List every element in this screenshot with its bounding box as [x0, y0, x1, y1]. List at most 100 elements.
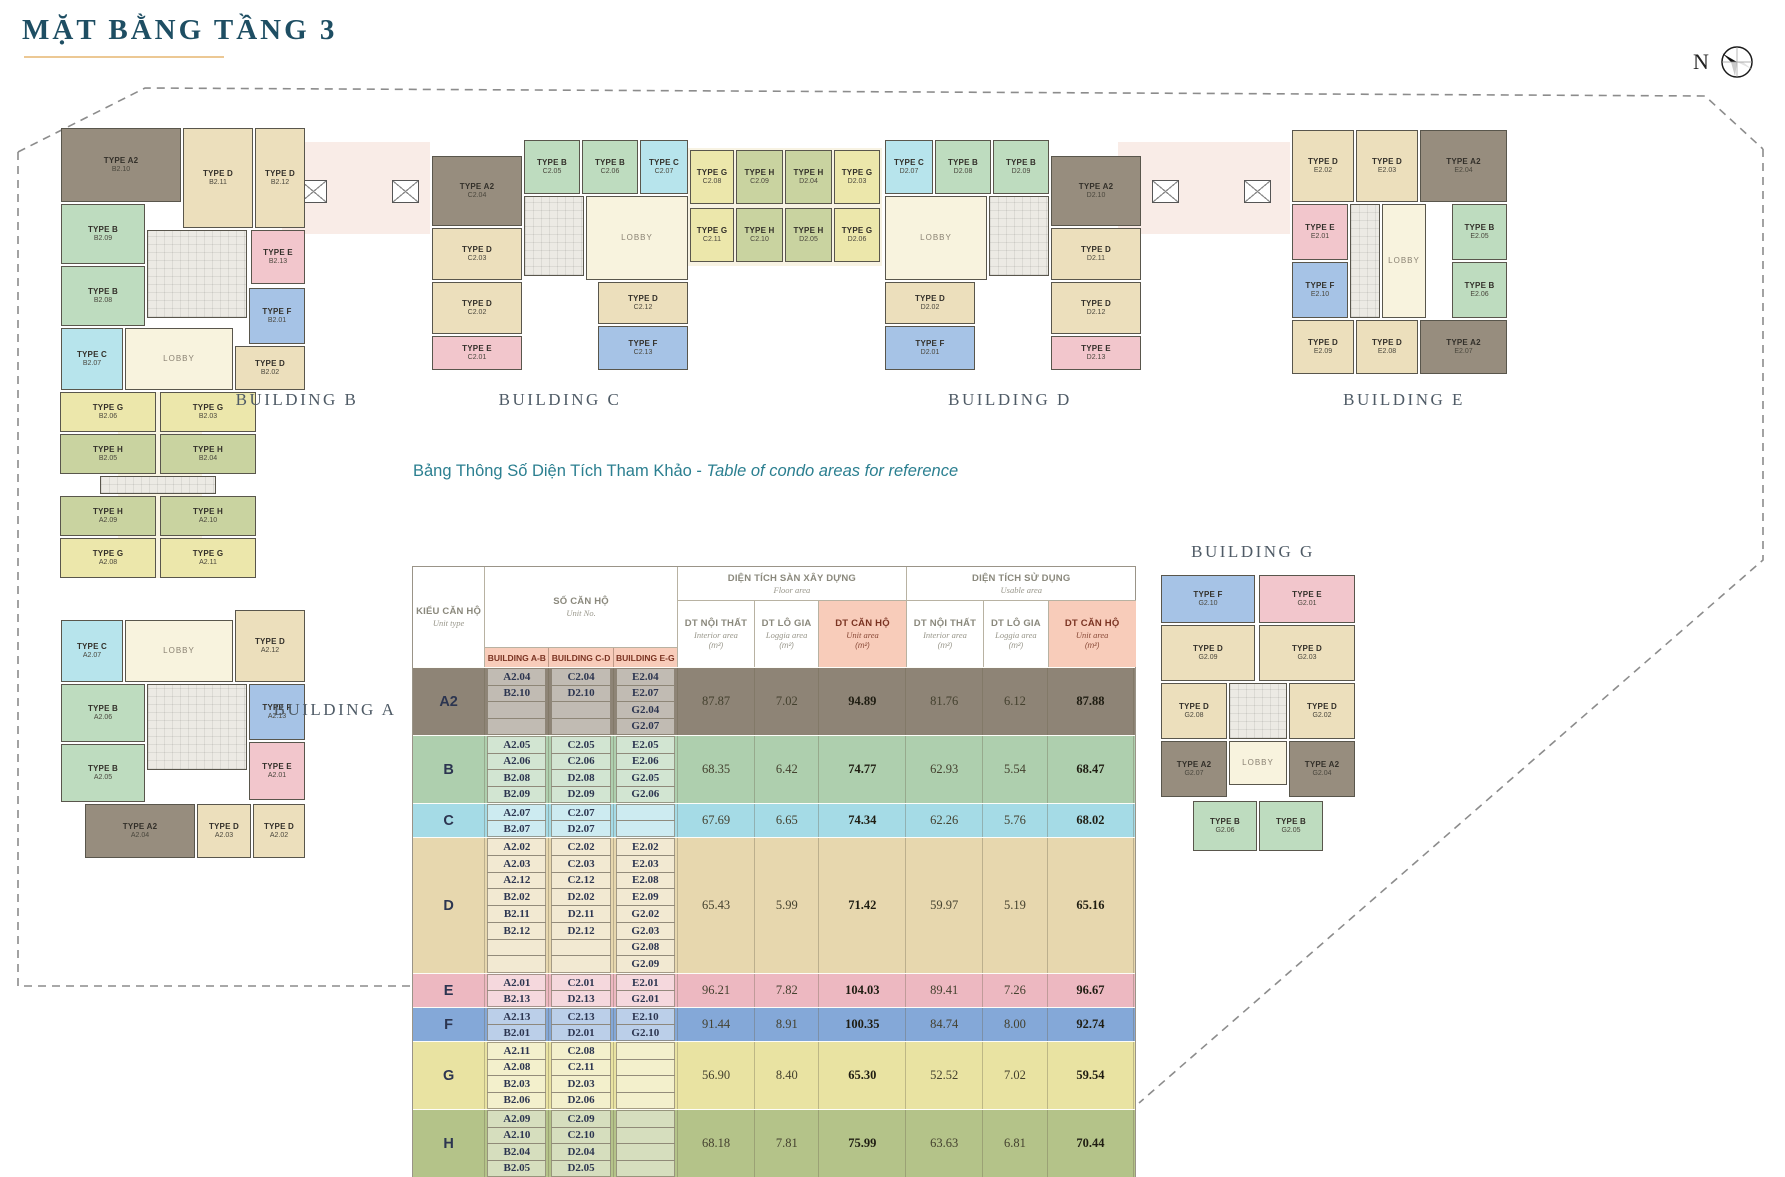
unit-cell: TYPE F G2.10	[1161, 575, 1255, 623]
unit-cell: TYPE H D2.05	[785, 208, 832, 262]
header-usable-vi: DIỆN TÍCH SỬ DỤNG	[972, 572, 1071, 584]
unit-number-label: D2.12	[1086, 308, 1106, 316]
unit-number-label: B2.09	[93, 234, 113, 242]
unit-number-label: E2.04	[1454, 166, 1473, 174]
unit-number-label: B2.10	[111, 165, 131, 173]
compass-north-label: N	[1693, 49, 1709, 74]
unit-number: E2.09	[615, 888, 675, 906]
unit-cell: TYPE E A2.01	[249, 742, 305, 800]
title-underline	[24, 56, 224, 58]
unit-number-label: E2.09	[1313, 347, 1333, 355]
unit-cell: TYPE F B2.01	[249, 288, 305, 344]
unit-type-label: TYPE D	[1307, 157, 1339, 167]
unit-number: E2.07	[615, 684, 675, 702]
unit-number-empty	[487, 701, 547, 719]
unit-number: C2.10	[551, 1126, 611, 1144]
unit-type-label: TYPE D	[1307, 338, 1339, 348]
table-row: D A2.02 A2.03 A2.12 B2.02 B2.11 B2.12 C2.02 C2.0…	[413, 837, 1135, 973]
unit-number: E2.02	[615, 838, 675, 856]
unit-number: C2.08	[551, 1042, 611, 1060]
unit-number-empty	[615, 1126, 675, 1144]
unit-number: D2.09	[551, 785, 611, 803]
unit-cell: TYPE B E2.06	[1452, 262, 1507, 318]
lobby-area: LOBBY	[885, 196, 987, 280]
unit-number-label: A2.12	[260, 646, 280, 654]
unit-cell: TYPE B B2.09	[61, 204, 145, 264]
header-floor-area-group: DIỆN TÍCH SÀN XÂY DỰNG Floor area DT NỘI…	[677, 567, 907, 667]
unit-cell: TYPE D A2.12	[235, 610, 305, 682]
unit-numbers-column: A2.13 B2.01	[485, 1008, 550, 1041]
unit-number: D2.08	[551, 769, 611, 787]
unit-cell: TYPE A2 G2.07	[1161, 741, 1227, 797]
area-value-u_unit: 68.47	[1048, 736, 1135, 803]
unit-numbers-column: C2.02 C2.03 C2.12 D2.02 D2.11 D2.12	[549, 838, 614, 973]
building-label: BUILDING E	[1343, 390, 1465, 409]
header-building-cell: BUILDING E-G	[613, 648, 677, 667]
area-value-u_int: 52.52	[906, 1042, 984, 1109]
area-value-u_log: 5.54	[983, 736, 1048, 803]
unit-number-label: B2.05	[98, 454, 118, 462]
unit-type-label: TYPE H	[92, 507, 124, 517]
unit-number: C2.03	[551, 854, 611, 873]
header-col-en: Interior area	[923, 630, 967, 640]
unit-number-label: C2.08	[702, 177, 722, 185]
unit-numbers-column: E2.10 G2.10	[614, 1008, 678, 1041]
area-value-f_log: 7.82	[755, 974, 820, 1007]
unit-type-label: TYPE D	[461, 245, 493, 255]
unit-cell: TYPE D E2.08	[1356, 320, 1418, 374]
unit-type-label: TYPE F	[628, 339, 658, 349]
unit-number: C2.05	[551, 736, 611, 754]
area-value-u_log: 8.00	[983, 1008, 1048, 1041]
unit-number-empty	[487, 955, 547, 973]
header-col-en: Interior area	[694, 630, 738, 640]
unit-number: C2.01	[551, 974, 611, 991]
unit-number: A2.11	[487, 1042, 547, 1060]
unit-number: G2.02	[615, 905, 675, 923]
area-value-f_int: 96.21	[678, 974, 756, 1007]
unit-cell: TYPE D A2.03	[197, 804, 251, 858]
unit-type-label: TYPE B	[594, 158, 626, 168]
unit-number-label: E2.05	[1470, 232, 1489, 240]
header-building-cell: BUILDING A-B	[485, 648, 550, 667]
unit-number-label: E2.08	[1377, 347, 1397, 355]
unit-number-label: A2.09	[98, 516, 118, 524]
unit-type-label: TYPE B	[1464, 223, 1495, 233]
unit-type-label: TYPE D	[263, 822, 295, 832]
unit-type-label: TYPE F	[915, 339, 945, 349]
unit-number-label: A2.05	[93, 773, 113, 781]
unit-number: A2.10	[487, 1126, 547, 1144]
unit-number-label: A2.11	[199, 558, 217, 566]
unit-number-label: A2.04	[130, 831, 150, 839]
unit-type-label: TYPE C	[76, 642, 108, 652]
lobby-label: LOBBY	[1242, 758, 1274, 768]
unit-number: G2.06	[615, 785, 675, 803]
building-label: BUILDING B	[235, 390, 359, 409]
unit-number-empty	[615, 1075, 675, 1093]
unit-number-label: D2.10	[1086, 191, 1106, 199]
header-unit-no-vi: SỐ CĂN HỘ	[553, 596, 609, 607]
row-type-label: A2	[413, 668, 486, 735]
unit-cell: TYPE H B2.04	[160, 434, 256, 474]
unit-number-label: B2.06	[98, 412, 118, 420]
area-value-f_log: 6.65	[755, 804, 820, 837]
unit-number: B2.06	[487, 1091, 547, 1109]
row-type-label: G	[413, 1042, 486, 1109]
header-col-usable-subcolumns-2: DT CĂN HỘ Unit area (m²)	[1048, 601, 1136, 667]
area-value-f_log: 7.02	[755, 668, 820, 735]
unit-number: C2.02	[551, 838, 611, 856]
unit-number: B2.07	[487, 820, 547, 837]
area-value-u_int: 59.97	[906, 838, 984, 973]
area-value-u_int: 89.41	[906, 974, 984, 1007]
area-value-f_int: 65.43	[678, 838, 756, 973]
unit-cell: TYPE B G2.06	[1193, 801, 1257, 851]
unit-number-label: A2.10	[198, 516, 218, 524]
area-value-f_int: 68.18	[678, 1110, 756, 1177]
unit-number: C2.06	[551, 752, 611, 770]
unit-number: D2.01	[551, 1024, 611, 1041]
unit-cell: TYPE B E2.05	[1452, 204, 1507, 260]
unit-number: A2.09	[487, 1110, 547, 1128]
unit-cell: TYPE D E2.03	[1356, 130, 1418, 202]
unit-number-empty	[615, 1091, 675, 1109]
header-unit-no: SỐ CĂN HỘ Unit No. BUILDING A-B BUILDING …	[485, 567, 678, 667]
compass: N	[1693, 40, 1757, 84]
